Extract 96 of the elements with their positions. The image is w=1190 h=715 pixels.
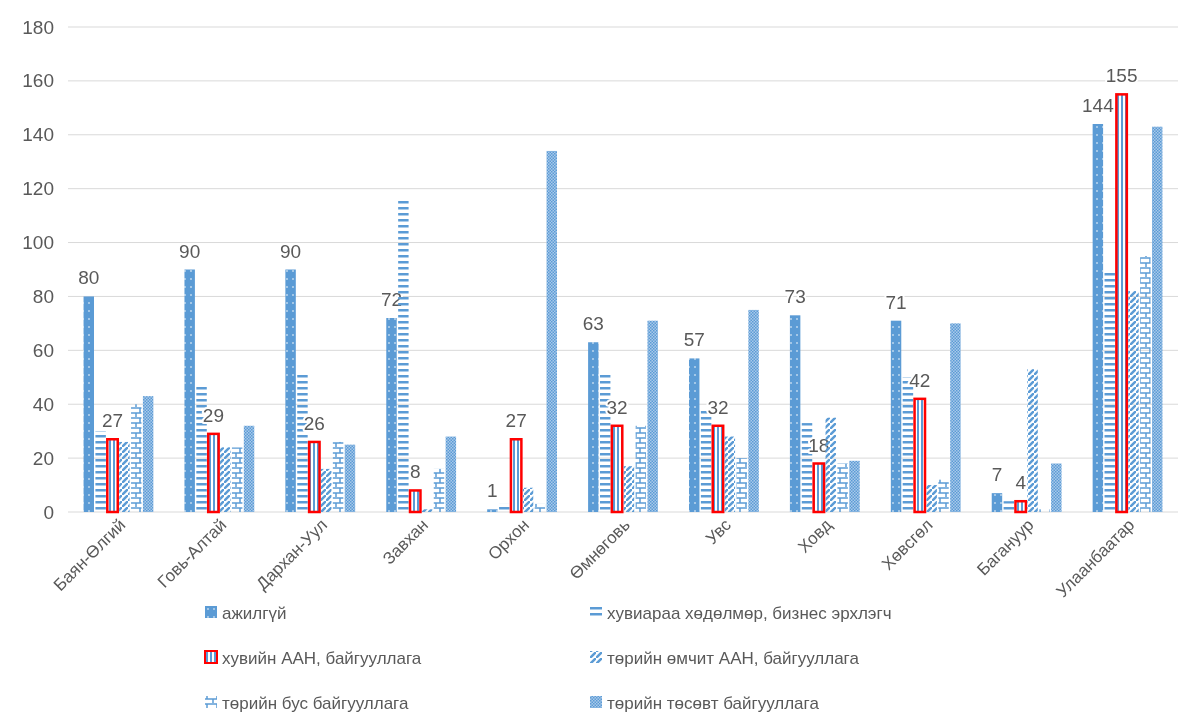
bar <box>1115 93 1129 514</box>
bar <box>849 460 860 512</box>
bar <box>950 323 961 512</box>
data-label: 1 <box>487 480 498 502</box>
bar <box>408 489 422 514</box>
legend-label: төрийн төсөвт байгууллага <box>607 693 820 713</box>
y-tick-label: 160 <box>22 70 54 92</box>
bar <box>1128 291 1139 512</box>
bar <box>938 479 949 512</box>
bar <box>724 436 736 512</box>
bar <box>546 150 557 512</box>
bar <box>487 509 498 512</box>
bar <box>344 444 356 512</box>
bar <box>1152 126 1163 512</box>
bar <box>1140 256 1151 512</box>
bar <box>119 441 130 512</box>
bar <box>748 309 759 512</box>
legend-label: төрийн бус байгууллага <box>222 693 409 713</box>
bar <box>1104 272 1115 512</box>
bar <box>509 438 523 514</box>
bar <box>789 315 801 512</box>
y-tick-label: 0 <box>43 501 54 523</box>
bar <box>433 468 445 512</box>
data-label: 4 <box>1015 472 1027 494</box>
data-label: 29 <box>202 404 224 426</box>
bar <box>1027 369 1038 512</box>
y-tick-label: 60 <box>32 339 54 361</box>
legend-label: ажилгүй <box>222 603 287 623</box>
bar <box>623 466 635 512</box>
y-tick-label: 40 <box>32 393 54 415</box>
legend-label: хувиараа хөдөлмөр, бизнес эрхлэгч <box>607 603 892 623</box>
bar <box>332 441 344 512</box>
data-label: 8 <box>409 461 421 483</box>
bar <box>736 458 747 512</box>
bar <box>534 503 546 512</box>
data-label: 26 <box>303 412 325 434</box>
bar <box>711 424 725 514</box>
bar <box>386 318 397 512</box>
data-label: 63 <box>582 313 604 335</box>
bar <box>131 404 142 512</box>
legend-label: хувийн ААН, байгууллага <box>222 648 422 668</box>
bar <box>421 509 433 512</box>
data-label: 90 <box>179 240 201 262</box>
bar <box>320 468 332 512</box>
bar <box>647 320 658 512</box>
data-label: 90 <box>280 240 302 262</box>
bar <box>243 425 255 512</box>
y-tick-label: 80 <box>32 286 54 308</box>
bar <box>142 396 154 512</box>
data-label: 32 <box>707 396 729 418</box>
bar <box>220 447 231 512</box>
data-label: 57 <box>683 329 705 351</box>
bar <box>1014 499 1028 514</box>
bar <box>1039 509 1050 512</box>
bar <box>635 425 647 512</box>
data-label: 71 <box>885 291 907 313</box>
bar <box>890 320 902 512</box>
data-label: 80 <box>78 267 100 289</box>
y-tick-label: 140 <box>22 124 54 146</box>
y-tick-label: 20 <box>32 447 54 469</box>
data-label: 42 <box>909 369 931 391</box>
bar <box>1051 463 1062 512</box>
bar <box>991 493 1003 512</box>
bar <box>285 269 296 512</box>
data-label: 144 <box>1082 95 1115 116</box>
data-label: 27 <box>101 410 124 432</box>
bar <box>95 431 106 512</box>
y-tick-label: 120 <box>22 178 54 200</box>
data-label: 73 <box>784 286 806 308</box>
bar <box>1003 501 1015 512</box>
bar <box>1092 124 1104 512</box>
data-label: 7 <box>991 464 1003 486</box>
bar <box>913 397 927 514</box>
data-label: 72 <box>380 289 403 310</box>
bar <box>610 424 624 514</box>
y-tick-label: 100 <box>22 232 54 254</box>
bar <box>106 438 119 514</box>
bar <box>499 503 510 512</box>
bar <box>307 440 321 514</box>
bar <box>206 432 220 514</box>
legend-label: төрийн өмчит ААН, байгууллага <box>607 648 860 668</box>
bar <box>522 487 534 512</box>
bar <box>689 358 700 512</box>
x-tick-label: Увс <box>702 515 736 549</box>
bar <box>445 436 457 512</box>
bar <box>83 296 94 512</box>
y-tick-label: 180 <box>22 16 54 38</box>
bar <box>812 462 826 514</box>
bar <box>926 485 937 512</box>
bar <box>837 463 848 512</box>
data-label: 27 <box>505 410 527 432</box>
bar <box>184 269 195 512</box>
bar <box>588 342 599 512</box>
data-label: 155 <box>1105 65 1138 87</box>
bar <box>231 447 243 512</box>
data-label: 32 <box>606 396 628 418</box>
